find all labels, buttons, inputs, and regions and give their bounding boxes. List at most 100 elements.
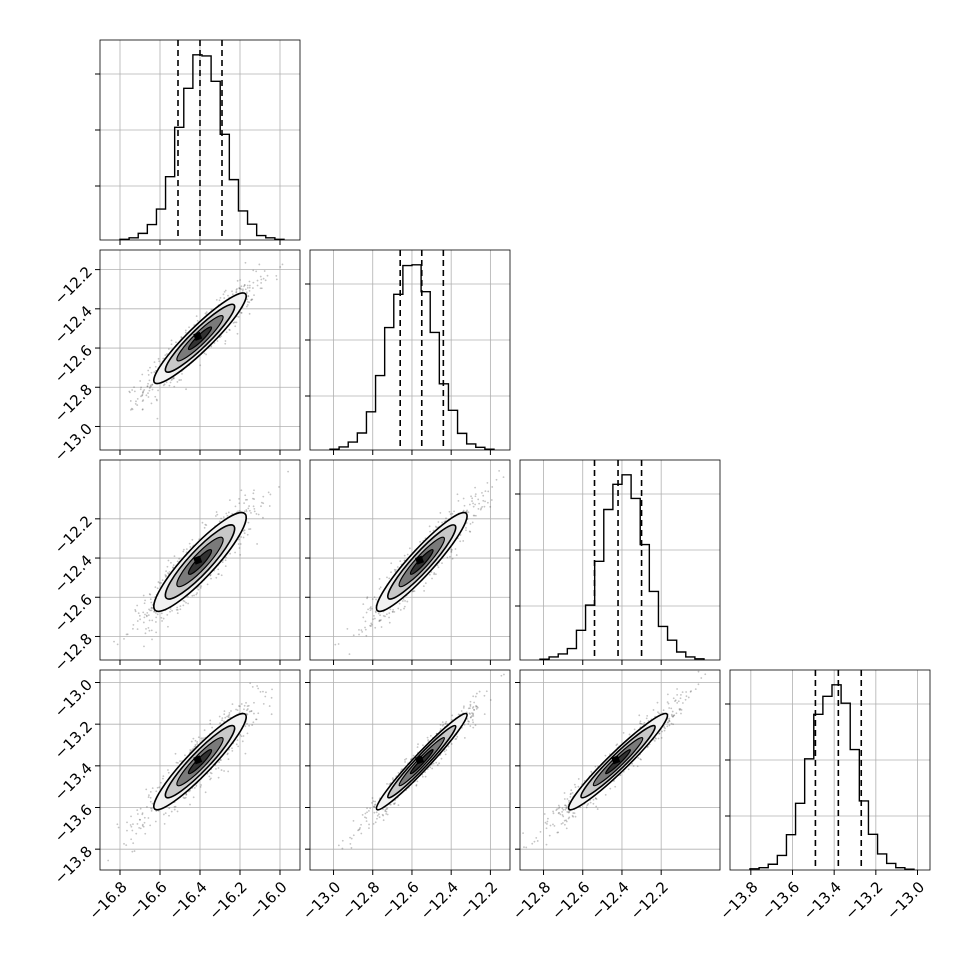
scatter-point	[141, 373, 144, 376]
scatter-point	[468, 530, 471, 533]
scatter-point	[164, 812, 167, 815]
scatter-point	[140, 395, 142, 398]
scatter-point	[229, 552, 232, 555]
scatter-point	[437, 566, 440, 569]
y-tick-label: −13.6	[51, 801, 96, 846]
scatter-point	[450, 548, 453, 551]
scatter-point	[262, 495, 265, 498]
scatter-point	[667, 702, 670, 705]
scatter-point	[571, 814, 574, 817]
scatter-point	[169, 610, 171, 613]
scatter-point	[168, 814, 170, 817]
scatter-point	[210, 772, 213, 775]
scatter-point	[472, 505, 475, 508]
scatter-point	[486, 501, 489, 504]
scatter-point	[137, 612, 140, 615]
scatter-point	[469, 530, 472, 533]
scatter-point	[375, 598, 377, 601]
scatter-point	[214, 515, 217, 517]
scatter-point	[474, 695, 477, 698]
scatter-point	[441, 521, 443, 524]
scatter-point	[245, 701, 247, 704]
scatter-point	[475, 708, 478, 710]
scatter-point	[640, 723, 643, 725]
scatter-point	[147, 626, 150, 629]
scatter-point	[242, 288, 244, 291]
scatter-point	[260, 282, 263, 284]
scatter-point	[483, 505, 486, 508]
scatter-point	[238, 497, 240, 500]
y-tick-label: −12.8	[51, 630, 96, 675]
scatter-point	[477, 507, 480, 510]
scatter-point	[491, 486, 494, 488]
scatter-point	[243, 529, 246, 532]
scatter-point	[372, 823, 375, 825]
scatter-point	[472, 514, 475, 517]
scatter-point	[467, 707, 470, 710]
x-tick-label: −16.4	[166, 878, 211, 923]
scatter-point	[219, 722, 221, 725]
scatter-point	[116, 643, 119, 646]
scatter-point	[238, 502, 241, 505]
scatter-point	[231, 747, 233, 750]
panel-frame	[99, 459, 301, 661]
scatter-point	[154, 820, 157, 823]
scatter-point	[474, 495, 477, 498]
scatter-point	[215, 576, 218, 579]
panel-frame	[309, 459, 511, 661]
scatter-point	[204, 791, 207, 794]
scatter-point	[503, 673, 505, 676]
scatter-point	[437, 521, 440, 523]
scatter-point	[197, 736, 200, 739]
scatter-point	[403, 554, 406, 557]
scatter-point	[162, 775, 165, 778]
scatter-point	[350, 847, 353, 849]
scatter-point	[209, 771, 212, 774]
scatter-point	[247, 300, 249, 303]
scatter-point	[681, 691, 684, 694]
scatter-point	[150, 371, 153, 374]
scatter-point	[176, 608, 179, 611]
scatter-point	[469, 703, 472, 706]
scatter-point	[374, 626, 377, 629]
scatter-point	[167, 625, 169, 628]
scatter-point	[676, 702, 679, 704]
scatter-point	[184, 796, 187, 799]
scatter-point	[376, 817, 378, 820]
scatter-point	[154, 586, 157, 589]
scatter-point	[262, 690, 264, 693]
scatter-point	[247, 704, 250, 707]
scatter-point	[454, 548, 457, 550]
scatter-point	[471, 719, 474, 721]
scatter-point	[371, 801, 373, 804]
scatter-point	[408, 547, 411, 550]
scatter-point	[369, 625, 372, 628]
scatter-point	[144, 599, 146, 602]
scatter-point	[225, 556, 227, 559]
scatter-point	[243, 510, 246, 513]
scatter-point	[478, 502, 481, 505]
scatter-point	[281, 263, 284, 266]
scatter-point	[234, 325, 237, 328]
scatter-point	[474, 503, 476, 506]
scatter-point	[165, 574, 168, 577]
scatter-point	[678, 708, 681, 710]
scatter-point	[440, 757, 443, 760]
scatter-point	[439, 723, 442, 726]
scatter-point	[252, 721, 255, 724]
scatter-point	[604, 793, 607, 796]
scatter-point	[359, 826, 361, 829]
scatter-point	[129, 400, 132, 402]
scatter-point	[160, 781, 162, 784]
scatter-point	[200, 737, 203, 740]
scatter-point	[471, 707, 474, 709]
scatter-point	[392, 610, 394, 613]
scatter-point	[403, 607, 405, 610]
scatter-point	[371, 598, 374, 600]
scatter-point	[141, 408, 144, 411]
scatter-point	[656, 701, 659, 704]
scatter-point	[270, 696, 273, 699]
scatter-point	[253, 510, 256, 513]
scatter-point	[149, 824, 152, 827]
scatter-point	[145, 788, 148, 791]
